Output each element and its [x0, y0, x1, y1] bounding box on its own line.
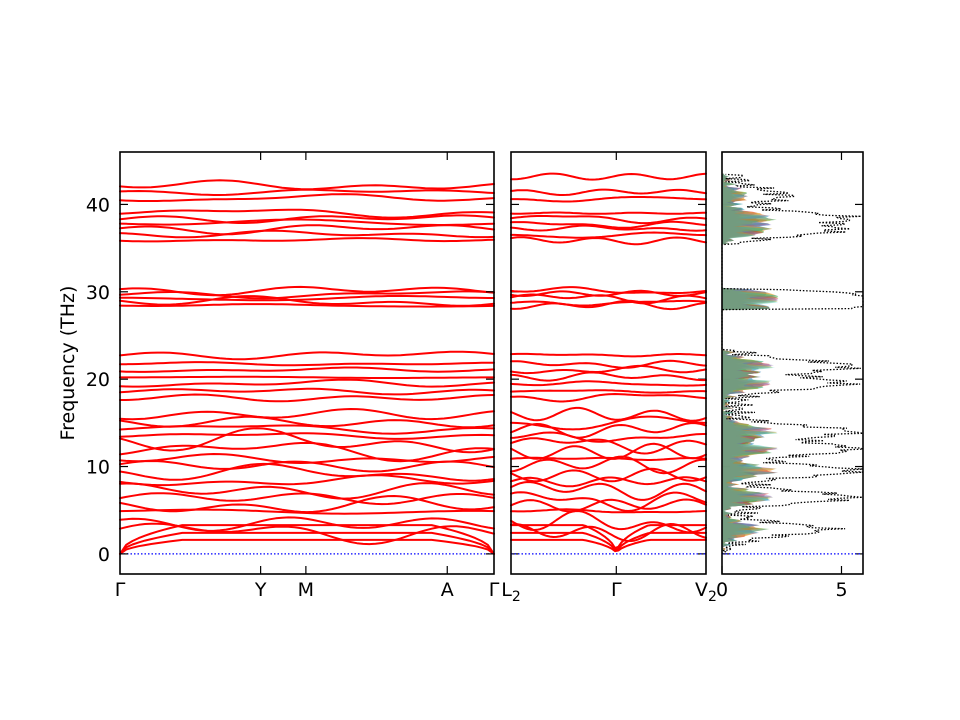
band-line	[119, 393, 495, 403]
band-line	[510, 455, 707, 475]
band-line	[119, 294, 495, 302]
partial-dos-area	[722, 173, 777, 554]
y-tick-label: 0	[98, 544, 110, 566]
dos-x-tick-label: 0	[716, 579, 728, 601]
partial-dos-area	[722, 173, 778, 554]
panel-frame	[119, 151, 495, 575]
band-line	[119, 495, 495, 514]
y-tick-label: 40	[86, 194, 110, 216]
band-line	[119, 387, 495, 396]
panel-frame	[510, 151, 707, 575]
band-line	[510, 508, 707, 514]
band-line	[510, 211, 707, 215]
band-line	[119, 193, 495, 202]
kpoint-label: Γ	[489, 579, 500, 601]
band-line	[119, 237, 495, 243]
band-line	[510, 481, 707, 501]
band-line	[119, 453, 495, 464]
band-line	[510, 299, 707, 307]
band-line	[510, 406, 707, 422]
band-line	[119, 179, 495, 191]
kpoint-label: A	[441, 579, 454, 601]
partial-dos-area	[722, 173, 779, 554]
band-line	[510, 498, 707, 513]
band-line	[119, 375, 495, 379]
band-line	[119, 361, 495, 367]
band-line	[119, 538, 495, 555]
kpoint-label: Y	[254, 579, 267, 601]
band-line	[119, 415, 495, 429]
band-line	[510, 371, 707, 382]
band-line	[119, 366, 495, 373]
band-line	[119, 408, 495, 421]
band-line	[510, 531, 707, 551]
partial-dos-area	[722, 173, 772, 554]
band-line	[510, 172, 707, 181]
band-line	[510, 220, 707, 229]
band-line	[119, 285, 495, 297]
kpoint-label: Γ	[115, 579, 126, 601]
band-line	[510, 196, 707, 203]
band-line	[510, 214, 707, 225]
band-line	[119, 208, 495, 219]
band-line	[510, 389, 707, 394]
band-line	[510, 380, 707, 387]
partial-dos-area	[722, 173, 779, 554]
band-line	[119, 350, 495, 361]
band-line	[119, 441, 495, 463]
band-line	[119, 214, 495, 224]
kpoint-label: Γ	[611, 579, 622, 601]
kpoint-label: V2	[695, 579, 717, 605]
band-line	[510, 188, 707, 196]
band-line	[510, 236, 707, 246]
band-line	[119, 524, 495, 555]
band-line	[510, 510, 707, 534]
band-line	[510, 442, 707, 460]
band-line	[510, 364, 707, 375]
dos-x-tick-label: 5	[835, 579, 847, 601]
kpoint-label: M	[298, 579, 314, 601]
partial-dos-area	[722, 173, 779, 554]
band-line	[510, 467, 707, 483]
band-line	[119, 474, 495, 487]
band-line	[510, 231, 707, 239]
band-line	[119, 295, 495, 307]
band-panel-second: L2 Γ V2	[501, 151, 717, 605]
kpoint-label: L2	[501, 579, 521, 605]
band-line	[119, 218, 495, 226]
y-axis-title: Frequency (THz)	[57, 286, 79, 441]
band-line	[510, 491, 707, 512]
band-line	[510, 286, 707, 294]
band-line	[119, 516, 495, 532]
band-line	[119, 378, 495, 388]
y-tick-label: 10	[86, 457, 110, 479]
band-line	[119, 229, 495, 239]
band-line	[510, 538, 707, 553]
y-tick-label: 20	[86, 369, 110, 391]
partial-dos-area	[722, 173, 779, 554]
band-line	[510, 359, 707, 369]
panel-frame	[721, 151, 864, 575]
band-line	[119, 531, 495, 555]
band-line	[119, 303, 495, 308]
band-line	[510, 352, 707, 358]
y-tick-label: 30	[86, 282, 110, 304]
band-line	[510, 224, 707, 232]
band-line	[510, 422, 707, 439]
band-line	[510, 415, 707, 431]
band-line	[119, 432, 495, 440]
band-line	[119, 188, 495, 196]
band-line	[119, 427, 495, 454]
band-line	[119, 492, 495, 506]
partial-dos-area	[722, 173, 778, 554]
band-line	[119, 482, 495, 500]
band-line	[510, 393, 707, 403]
band-line	[510, 431, 707, 443]
band-line	[510, 289, 707, 297]
band-line	[119, 462, 495, 482]
band-line	[510, 523, 707, 542]
